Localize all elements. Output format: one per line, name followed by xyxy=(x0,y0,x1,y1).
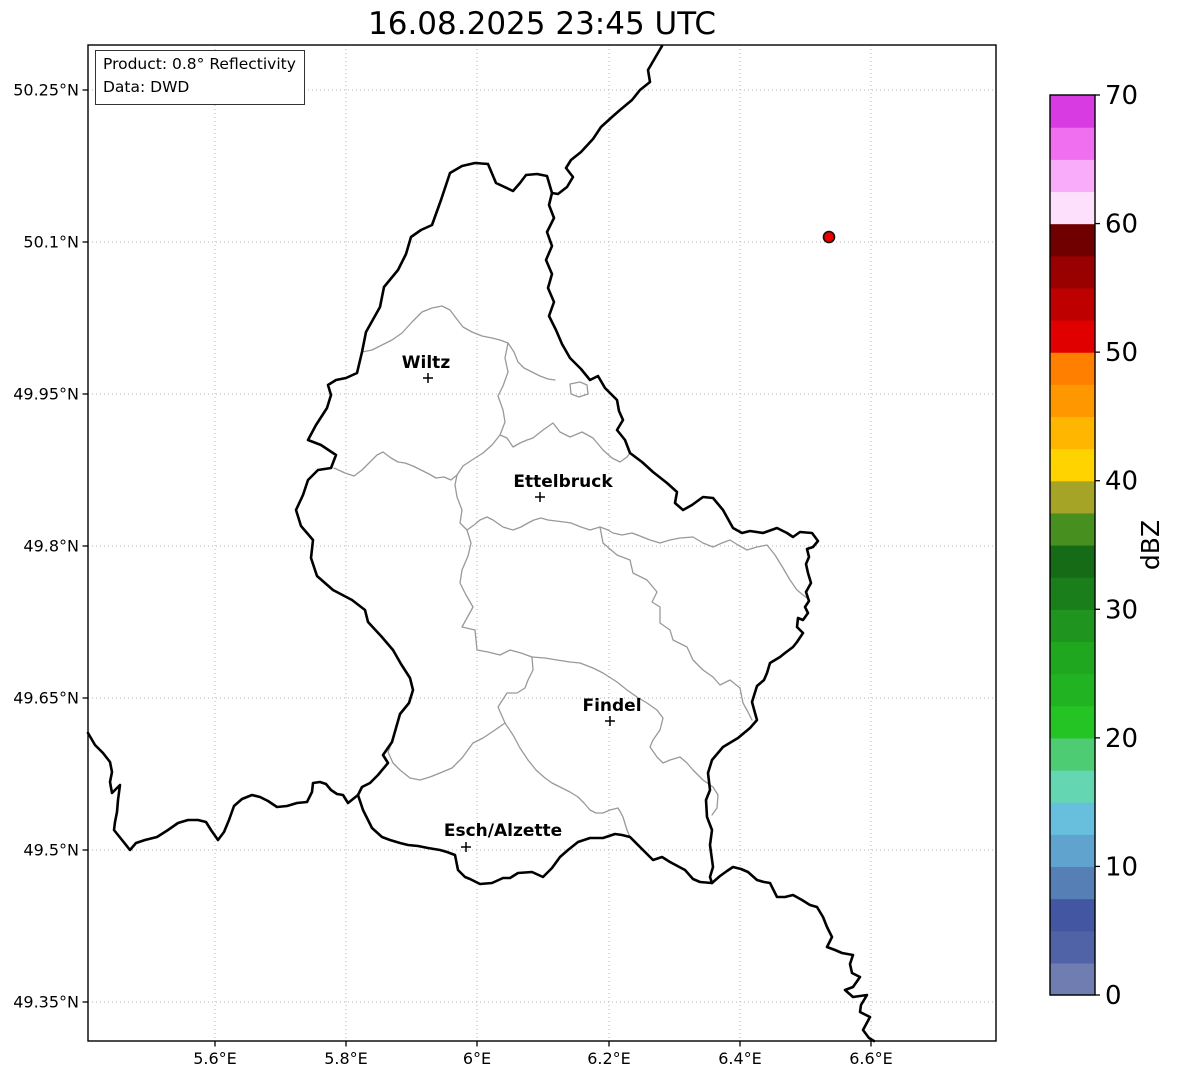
grid-layer xyxy=(88,45,996,1041)
colorbar-tick-label: 30 xyxy=(1105,595,1138,625)
y-tick-label: 49.95°N xyxy=(13,385,79,404)
colorbar-segment xyxy=(1050,127,1095,160)
colorbar-segment xyxy=(1050,673,1095,707)
y-tick-label: 49.8°N xyxy=(23,537,79,556)
colorbar-segment xyxy=(1050,545,1095,578)
colorbar-tick-label: 50 xyxy=(1105,338,1138,368)
colorbar-tick-label: 40 xyxy=(1105,467,1138,497)
axis-ticks: 50.25°N 50.1°N 49.95°N 49.8°N 49.65°N 49.5°N 4… xyxy=(13,81,893,1069)
x-tick-label: 5.8°E xyxy=(324,1049,368,1068)
canton-border xyxy=(531,656,719,816)
colorbar-tick-label: 20 xyxy=(1105,724,1138,754)
data-source-line: Data: DWD xyxy=(103,78,190,97)
colorbar-segment xyxy=(1050,255,1095,289)
colorbar-segment xyxy=(1050,416,1095,450)
y-tick-label: 50.25°N xyxy=(13,81,79,100)
radar-echo-layer xyxy=(822,230,836,244)
city-label: Esch/Alzette xyxy=(444,821,562,841)
border-layer xyxy=(86,44,876,1043)
colorbar-segment xyxy=(1050,159,1095,193)
colorbar-tick-label: 0 xyxy=(1105,981,1122,1011)
canton-border xyxy=(569,381,589,398)
canton-border xyxy=(499,422,631,463)
canton-border xyxy=(361,305,556,381)
colorbar-segment xyxy=(1050,577,1095,610)
colorbar-unit-label: dBZ xyxy=(1135,519,1165,571)
x-tick-label: 6.6°E xyxy=(849,1049,893,1068)
colorbar-tick-label: 60 xyxy=(1105,210,1138,240)
neighbor-country-border xyxy=(86,731,360,852)
neighbor-country-border xyxy=(550,44,664,196)
colorbar-segment xyxy=(1050,223,1095,257)
x-tick-label: 6.2°E xyxy=(587,1049,631,1068)
colorbar-segment xyxy=(1050,834,1095,868)
plot-frame xyxy=(87,44,997,1042)
city-label: Findel xyxy=(582,696,641,716)
luxembourg-border xyxy=(294,161,820,886)
canton-border xyxy=(504,722,631,838)
colorbar-segment xyxy=(1050,770,1095,803)
canton-border xyxy=(459,529,478,651)
colorbar-segment xyxy=(1050,320,1095,353)
city-label: Wiltz xyxy=(402,353,451,373)
colorbar-segment xyxy=(1050,609,1095,643)
radar-echo-marker xyxy=(822,230,836,244)
neighbor-country-border xyxy=(710,865,876,1043)
colorbar-segment xyxy=(1050,802,1095,835)
colorbar-segment xyxy=(1050,95,1095,128)
canton-border xyxy=(599,526,753,721)
city-marker xyxy=(535,492,545,502)
y-tick-label: 49.65°N xyxy=(13,689,79,708)
product-info-line: Product: 0.8° Reflectivity xyxy=(103,55,296,73)
colorbar-segment xyxy=(1050,737,1095,771)
city-marker xyxy=(605,716,615,726)
colorbar-segment xyxy=(1050,898,1095,932)
city-label: Ettelbruck xyxy=(513,472,613,492)
colorbar-segment xyxy=(1050,480,1095,514)
city-marker xyxy=(461,842,471,852)
canton-border xyxy=(333,451,458,481)
canton-border xyxy=(454,474,808,599)
city-layer: Wiltz Ettelbruck Findel Esch/Alzette xyxy=(402,353,642,852)
x-tick-label: 6.4°E xyxy=(718,1049,762,1068)
plot-title: 16.08.2025 23:45 UTC xyxy=(368,6,716,42)
colorbar: 0 10 20 30 40 50 60 70 xyxy=(1049,81,1138,1011)
colorbar-segment xyxy=(1050,384,1095,418)
colorbar-segment xyxy=(1050,287,1095,321)
colorbar-outline xyxy=(1049,94,1096,996)
colorbar-segment xyxy=(1050,866,1095,900)
colorbar-segment xyxy=(1050,705,1095,739)
colorbar-segment xyxy=(1050,512,1095,546)
canton-border xyxy=(387,649,534,781)
colorbar-segment xyxy=(1050,641,1095,675)
colorbar-segment xyxy=(1050,962,1095,996)
colorbar-segment xyxy=(1050,930,1095,964)
city-marker xyxy=(423,373,433,383)
y-tick-label: 50.1°N xyxy=(23,233,79,252)
y-tick-label: 49.5°N xyxy=(23,841,79,860)
colorbar-tick-label: 70 xyxy=(1105,81,1138,111)
colorbar-tick-label: 10 xyxy=(1105,852,1138,882)
y-tick-label: 49.35°N xyxy=(13,993,79,1012)
colorbar-segment xyxy=(1050,448,1095,482)
canton-border xyxy=(456,342,509,476)
colorbar-segment xyxy=(1050,191,1095,225)
colorbar-segment xyxy=(1050,352,1095,385)
x-tick-label: 5.6°E xyxy=(193,1049,237,1068)
x-tick-label: 6°E xyxy=(463,1049,491,1068)
product-info-box: Product: 0.8° Reflectivity Data: DWD xyxy=(95,50,305,105)
